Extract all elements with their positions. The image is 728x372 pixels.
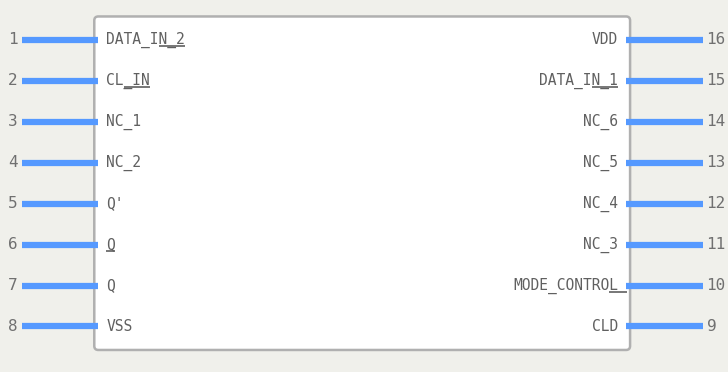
Text: Q': Q': [106, 196, 124, 211]
Text: Q: Q: [106, 278, 115, 293]
Text: 13: 13: [706, 155, 726, 170]
Text: 10: 10: [706, 278, 726, 293]
Text: DATA_IN_1: DATA_IN_1: [539, 73, 618, 89]
Text: 6: 6: [8, 237, 18, 252]
Text: NC_3: NC_3: [583, 237, 618, 253]
Text: NC_6: NC_6: [583, 114, 618, 130]
Text: NC_1: NC_1: [106, 114, 141, 130]
Text: 9: 9: [706, 319, 716, 334]
Text: 7: 7: [8, 278, 18, 293]
Text: 5: 5: [8, 196, 18, 211]
Text: MODE_CONTROL: MODE_CONTROL: [513, 278, 618, 294]
Text: 15: 15: [706, 73, 726, 89]
Text: VSS: VSS: [106, 319, 132, 334]
Text: 11: 11: [706, 237, 726, 252]
Text: 12: 12: [706, 196, 726, 211]
Text: Q: Q: [106, 237, 115, 252]
Text: CLD: CLD: [592, 319, 618, 334]
FancyBboxPatch shape: [95, 16, 630, 350]
Text: NC_5: NC_5: [583, 155, 618, 171]
Text: CL_IN: CL_IN: [106, 73, 150, 89]
Text: 16: 16: [706, 32, 726, 48]
Text: DATA_IN_2: DATA_IN_2: [106, 32, 185, 48]
Text: 3: 3: [8, 114, 18, 129]
Text: 1: 1: [8, 32, 18, 48]
Text: 4: 4: [8, 155, 18, 170]
Text: 14: 14: [706, 114, 726, 129]
Text: 2: 2: [8, 73, 18, 89]
Text: NC_2: NC_2: [106, 155, 141, 171]
Text: 8: 8: [8, 319, 18, 334]
Text: NC_4: NC_4: [583, 196, 618, 212]
Text: VDD: VDD: [592, 32, 618, 48]
